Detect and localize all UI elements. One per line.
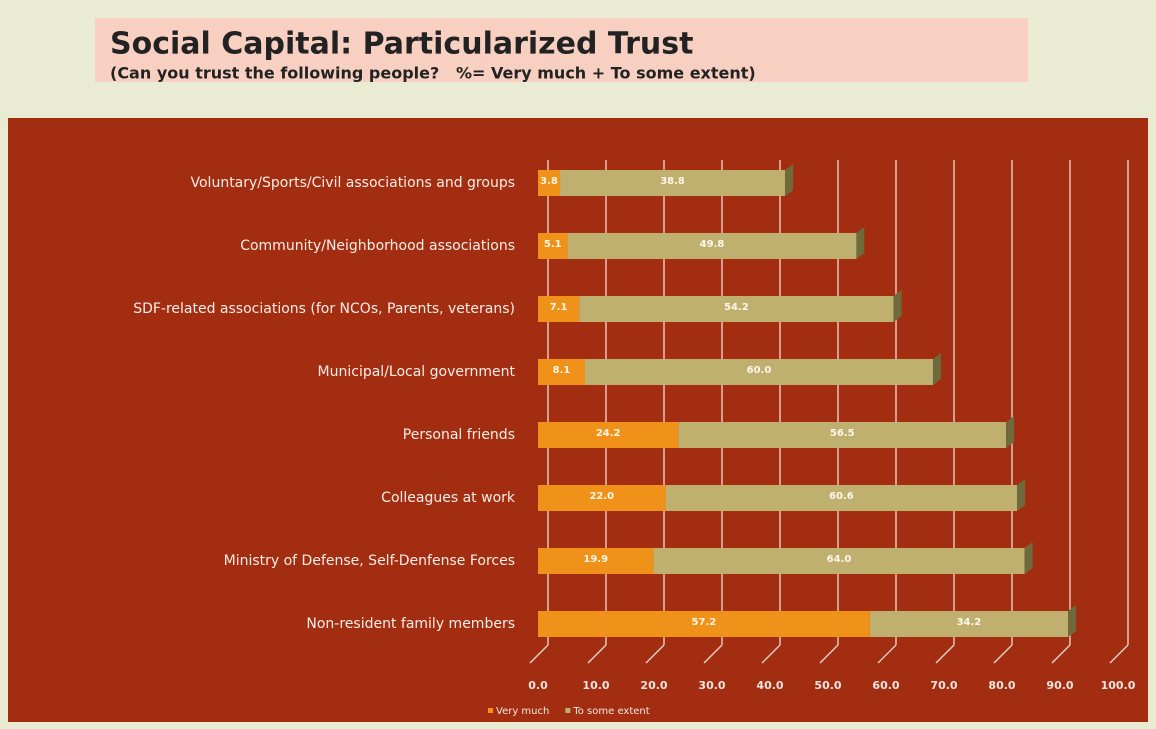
x-tick-label: 80.0 [988,679,1015,692]
grid-line-foot [935,644,955,664]
x-tick-label: 20.0 [640,679,667,692]
data-label: 34.2 [957,617,982,628]
y-tick-label: Ministry of Defense, Self-Denfense Force… [224,553,515,569]
bar [538,233,568,259]
y-tick-label: Colleagues at work [381,490,516,506]
legend-swatch [565,708,571,713]
x-tick-label: 50.0 [814,679,841,692]
grid-line-foot [761,644,781,664]
data-label: 64.0 [827,554,852,565]
x-tick-label: 30.0 [698,679,725,692]
grid-line-foot [1109,644,1129,664]
bar [538,170,561,196]
x-tick-label: 70.0 [930,679,957,692]
data-label: 19.9 [583,554,608,565]
data-label: 54.2 [724,302,749,313]
x-tick-label: 100.0 [1101,679,1136,692]
grid-line-foot [529,644,549,664]
x-tick-label: 40.0 [756,679,783,692]
grid-line-foot [703,644,723,664]
bar [584,359,933,385]
x-tick-label: 90.0 [1046,679,1073,692]
bar-side [1017,479,1026,511]
chart-title: Social Capital: Particularized Trust [110,27,693,62]
bar [869,611,1069,637]
data-label: 60.0 [747,365,772,376]
y-tick-label: SDF-related associations (for NCOs, Pare… [133,301,515,317]
bar [538,359,585,385]
bar-side [785,164,794,196]
data-label: 5.1 [544,239,562,250]
grid-line-foot [819,644,839,664]
bar-side [1006,416,1015,448]
x-tick-label: 0.0 [528,679,548,692]
grid-line-foot [877,644,897,664]
data-label: 7.1 [550,302,568,313]
y-tick-label: Municipal/Local government [318,364,516,380]
grid-line-foot [993,644,1013,664]
data-label: 60.6 [829,491,854,502]
bar-side [856,227,865,259]
bar-side [893,290,902,322]
bar [665,485,1018,511]
y-tick-label: Personal friends [403,427,515,443]
bar [538,422,679,448]
bar-side [932,353,941,385]
legend-label: Very much [496,706,549,717]
data-label: 24.2 [596,428,621,439]
data-label: 22.0 [589,491,614,502]
grid-line-foot [645,644,665,664]
data-label: 49.8 [700,239,725,250]
grid-line-foot [1051,644,1071,664]
bar [567,233,857,259]
y-tick-label: Community/Neighborhood associations [240,238,515,254]
data-label: 38.8 [660,176,685,187]
bar [538,548,654,574]
bar [538,611,870,637]
bar [579,296,894,322]
title-box [95,18,1028,82]
legend-label: To some extent [572,706,649,717]
bar [538,485,666,511]
bar [560,170,786,196]
chart-subtitle: (Can you trust the following people? %= … [110,64,756,83]
y-tick-label: Non-resident family members [306,616,515,632]
bar [538,296,580,322]
bar-side [1024,542,1033,574]
bar [653,548,1025,574]
data-label: 3.8 [540,176,558,187]
x-tick-label: 10.0 [582,679,609,692]
y-tick-label: Voluntary/Sports/Civil associations and … [191,175,516,191]
bar-side [1068,605,1077,637]
x-tick-label: 60.0 [872,679,899,692]
legend-swatch [488,708,493,713]
data-label: 57.2 [692,617,717,628]
bar [678,422,1007,448]
data-label: 56.5 [830,428,855,439]
data-label: 8.1 [553,365,571,376]
grid-line-foot [587,644,607,664]
